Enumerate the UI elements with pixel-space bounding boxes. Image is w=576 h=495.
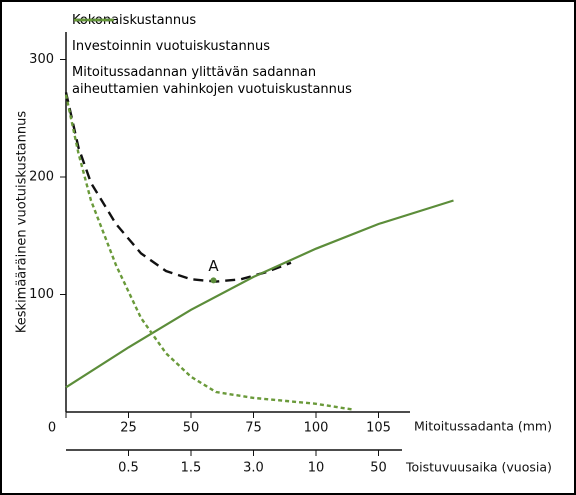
- annotation: A: [208, 257, 219, 275]
- x-axis-label: Mitoitussadanta (mm): [414, 419, 552, 434]
- legend-item: Mitoitussadannan ylittävän sadannan aihe…: [72, 18, 352, 98]
- series-line: [64, 92, 292, 283]
- x-tick-label: 100: [304, 421, 329, 436]
- legend-item: Investoinnin vuotuiskustannus: [72, 18, 352, 55]
- legend-swatch: [74, 18, 114, 22]
- y-tick-label: 100: [29, 287, 54, 302]
- x2-axis-label: Toistuvuusaika (vuosia): [405, 460, 552, 475]
- x2-tick-label: 1.5: [181, 461, 202, 476]
- x-tick-label: 75: [245, 421, 262, 436]
- y-axis-label: Keskimääräinen vuotuiskustannus: [15, 111, 30, 333]
- series-line: [65, 199, 454, 389]
- point-a: [210, 277, 217, 284]
- x2-tick-label: 3.0: [243, 461, 264, 476]
- legend: Kokonaiskustannus Investoinnin vuotuiskus…: [72, 12, 352, 107]
- x-tick-label: 0: [48, 421, 56, 436]
- x2-tick-label: 50: [370, 461, 387, 476]
- y-tick-label: 300: [29, 52, 54, 67]
- legend-swatch: [74, 18, 114, 22]
- x2-tick-label: 0.5: [118, 461, 139, 476]
- legend-label: Investoinnin vuotuiskustannus: [72, 39, 270, 54]
- series-line: [64, 94, 354, 411]
- x-tick-label: 25: [120, 421, 137, 436]
- x2-tick-label: 10: [308, 461, 325, 476]
- legend-label: Kokonaiskustannus: [72, 13, 197, 28]
- x-tick-label: 50: [183, 421, 200, 436]
- legend-label: Mitoitussadannan ylittävän sadannan aihe…: [72, 65, 352, 97]
- y-tick-label: 200: [29, 170, 54, 185]
- x-tick-label: 105: [366, 421, 391, 436]
